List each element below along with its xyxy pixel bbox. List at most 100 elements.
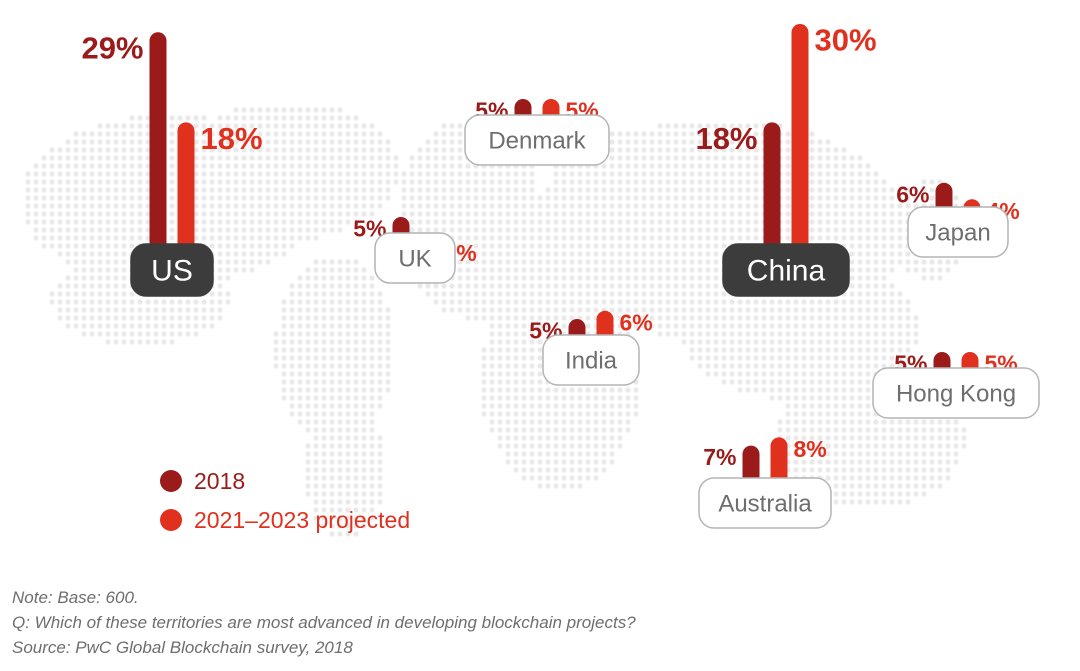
map-dot <box>425 139 431 145</box>
map-dot <box>89 243 95 249</box>
map-dot <box>945 459 951 465</box>
map-dot <box>121 251 127 257</box>
map-dot <box>313 475 319 481</box>
map-dot <box>73 251 79 257</box>
map-dot <box>577 419 583 425</box>
map-dot <box>945 451 951 457</box>
map-dot <box>921 459 927 465</box>
map-dot <box>217 235 223 241</box>
map-dot <box>745 355 751 361</box>
map-dot <box>313 299 319 305</box>
map-dot <box>721 147 727 153</box>
map-dot <box>913 459 919 465</box>
map-dot <box>577 203 583 209</box>
map-dot <box>321 331 327 337</box>
map-dot <box>649 235 655 241</box>
map-dot <box>409 211 415 217</box>
map-dot <box>529 315 535 321</box>
map-dot <box>809 203 815 209</box>
map-dot <box>409 219 415 225</box>
map-dot <box>361 171 367 177</box>
map-dot <box>65 299 71 305</box>
map-dot <box>793 459 799 465</box>
map-dot <box>881 347 887 353</box>
map-dot <box>825 171 831 177</box>
map-dot <box>889 211 895 217</box>
map-dot <box>817 467 823 473</box>
map-dot <box>873 251 879 257</box>
map-dot <box>345 379 351 385</box>
map-dot <box>321 443 327 449</box>
map-dot <box>369 363 375 369</box>
map-dot <box>169 163 175 169</box>
map-dot <box>633 155 639 161</box>
map-dot <box>769 331 775 337</box>
map-dot <box>737 147 743 153</box>
map-dot <box>81 163 87 169</box>
map-dot <box>121 227 127 233</box>
map-dot <box>137 171 143 177</box>
map-dot <box>57 299 63 305</box>
map-dot <box>769 379 775 385</box>
map-dot <box>305 267 311 273</box>
map-dot <box>601 299 607 305</box>
map-dot <box>745 123 751 129</box>
map-dot <box>297 387 303 393</box>
map-dot <box>89 131 95 137</box>
map-dot <box>785 323 791 329</box>
map-dot <box>457 195 463 201</box>
map-dot <box>873 179 879 185</box>
map-dot <box>665 211 671 217</box>
map-dot <box>865 251 871 257</box>
map-dot <box>33 219 39 225</box>
map-dot <box>681 227 687 233</box>
map-dot <box>473 195 479 201</box>
map-dot <box>497 339 503 345</box>
map-dot <box>313 227 319 233</box>
map-dot <box>825 195 831 201</box>
map-dot <box>137 163 143 169</box>
map-dot <box>897 339 903 345</box>
map-dot <box>497 227 503 233</box>
map-dot <box>481 171 487 177</box>
map-dot <box>833 219 839 225</box>
region-label-india: India <box>565 347 618 374</box>
map-dot <box>673 323 679 329</box>
map-dot <box>473 187 479 193</box>
map-dot <box>521 179 527 185</box>
map-dot <box>297 323 303 329</box>
map-dot <box>105 291 111 297</box>
map-dot <box>281 395 287 401</box>
map-dot <box>145 131 151 137</box>
map-dot <box>681 299 687 305</box>
map-dot <box>329 323 335 329</box>
map-dot <box>537 219 543 225</box>
map-dot <box>145 299 151 305</box>
map-dot <box>945 435 951 441</box>
map-dot <box>929 483 935 489</box>
map-dot <box>529 307 535 313</box>
map-dot <box>425 155 431 161</box>
map-dot <box>81 155 87 161</box>
map-dot <box>329 291 335 297</box>
map-dot <box>241 267 247 273</box>
map-dot <box>273 227 279 233</box>
map-dot <box>689 131 695 137</box>
map-dot <box>889 267 895 273</box>
map-dot <box>505 291 511 297</box>
map-dot <box>185 331 191 337</box>
map-dot <box>593 451 599 457</box>
map-dot <box>633 195 639 201</box>
map-dot <box>569 435 575 441</box>
map-dot <box>625 395 631 401</box>
map-dot <box>249 123 255 129</box>
map-dot <box>561 251 567 257</box>
map-dot <box>497 203 503 209</box>
map-dot <box>121 259 127 265</box>
map-dot <box>49 187 55 193</box>
map-dot <box>433 203 439 209</box>
map-dot <box>513 411 519 417</box>
map-dot <box>585 443 591 449</box>
map-dot <box>57 187 63 193</box>
map-dot <box>905 331 911 337</box>
